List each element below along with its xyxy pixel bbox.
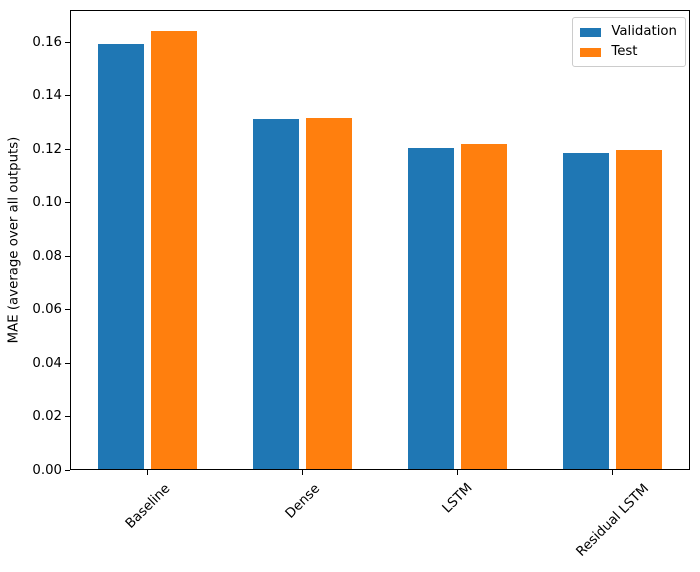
y-tick-label-0.16: 0.16: [32, 34, 62, 50]
x-tick-label-dense: Dense: [282, 480, 323, 522]
y-tick-0.00: [65, 469, 70, 471]
y-tick-0.04: [65, 362, 70, 364]
x-tick-residual-lstm: [612, 470, 613, 475]
y-tick-0.02: [65, 416, 70, 417]
x-tick-dense: [302, 470, 303, 475]
bar-residual-lstm-validation: [562, 152, 610, 469]
x-tick-label-baseline: Baseline: [122, 480, 173, 532]
y-tick-label-0.00: 0.00: [32, 462, 62, 478]
bar-residual-lstm-test: [615, 149, 663, 469]
plot-area: [70, 10, 690, 470]
y-tick-label-0.02: 0.02: [32, 409, 62, 424]
bar-baseline-test: [150, 30, 198, 469]
y-tick-label-0.14: 0.14: [32, 88, 62, 104]
y-tick-0.12: [65, 148, 70, 150]
y-tick-label-0.10: 0.10: [32, 195, 62, 211]
legend-item-validation: Validation: [580, 24, 677, 40]
bar-lstm-validation: [407, 148, 455, 469]
bar-lstm-test: [460, 144, 508, 469]
legend-label-test: Test: [611, 44, 638, 59]
legend-swatch-validation: [580, 27, 602, 37]
legend-label-validation: Validation: [611, 24, 677, 39]
x-tick-lstm: [457, 470, 458, 475]
bar-dense-validation: [252, 118, 300, 469]
bar-baseline-validation: [97, 44, 145, 469]
legend-item-test: Test: [580, 44, 677, 60]
y-tick-0.08: [65, 255, 70, 257]
y-tick-0.06: [65, 309, 70, 311]
legend-swatch-test: [580, 47, 602, 57]
x-tick-baseline: [147, 470, 148, 475]
y-tick-label-0.06: 0.06: [32, 302, 62, 318]
x-tick-label-residual-lstm: Residual LSTM: [573, 481, 652, 560]
y-tick-0.10: [65, 202, 70, 204]
y-tick-label-0.12: 0.12: [32, 141, 62, 157]
legend: Validation Test: [572, 17, 686, 67]
y-tick-label-0.04: 0.04: [32, 355, 62, 371]
y-tick-0.16: [65, 41, 70, 43]
y-tick-0.14: [65, 95, 70, 97]
y-tick-label-0.08: 0.08: [32, 248, 62, 264]
bar-dense-test: [305, 118, 353, 469]
x-tick-label-lstm: LSTM: [439, 480, 476, 517]
